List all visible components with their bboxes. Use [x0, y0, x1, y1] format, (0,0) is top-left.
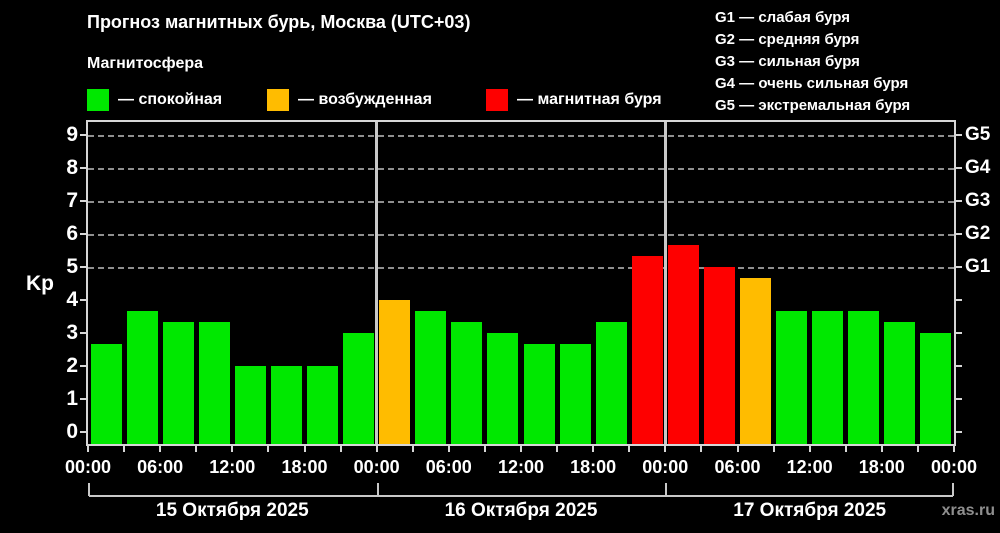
- kp-bar: [667, 244, 699, 444]
- chart-subtitle: Магнитосфера: [87, 55, 204, 72]
- kp-bar: [523, 343, 555, 444]
- date-label: 17 Октября 2025: [733, 500, 887, 521]
- page-title: Прогноз магнитных бурь, Москва (UTC+03): [87, 12, 471, 32]
- date-axis-tick: [88, 483, 90, 496]
- excited-color-swatch: [267, 89, 289, 111]
- x-axis-tick-label: 06:00: [714, 457, 761, 477]
- g-level-label: G5: [965, 124, 991, 145]
- kp-bar: [270, 366, 302, 444]
- x-axis-tick-label: 12:00: [497, 457, 545, 477]
- g-scale-legend: G1 — слабая буря G2 — средняя буря G3 — …: [715, 7, 910, 117]
- legend-item-storm: — магнитная буря: [486, 89, 662, 111]
- kp-bar: [595, 322, 627, 444]
- y-axis-tick-label: 8: [66, 156, 78, 179]
- date-label: 16 Октября 2025: [444, 500, 598, 521]
- kp-bar: [920, 333, 952, 444]
- watermark: xras.ru: [941, 502, 995, 519]
- legend-label-quiet: — спокойная: [118, 91, 223, 108]
- y-axis-title: Kp: [26, 272, 54, 295]
- g-legend-item-g3: G3 — сильная буря: [715, 53, 860, 70]
- kp-bar: [848, 310, 880, 444]
- g-legend-item-g2: G2 — средняя буря: [715, 31, 860, 48]
- kp-bar: [884, 322, 916, 444]
- x-axis-tick-label: 18:00: [570, 457, 617, 477]
- kp-bar: [451, 322, 483, 444]
- gridline-kp6: [88, 234, 954, 236]
- y-axis-tick-label: 3: [66, 321, 78, 344]
- x-axis-tick-label: 06:00: [137, 457, 184, 477]
- x-axis-tick-label: 00:00: [353, 457, 400, 477]
- gridline-kp5: [88, 267, 954, 269]
- date-axis-tick: [376, 483, 379, 496]
- g-level-label: G3: [965, 190, 991, 211]
- g-legend-item-g1: G1 — слабая буря: [715, 9, 851, 26]
- kp-bar: [415, 310, 447, 444]
- g-level-label: G4: [965, 157, 991, 178]
- day-separator: [663, 122, 667, 444]
- y-axis-tick-label: 1: [66, 387, 78, 410]
- x-axis-tick-label: 06:00: [425, 457, 472, 477]
- x-axis-tick-label: 00:00: [642, 457, 689, 477]
- g-legend-item-g5: G5 — экстремальная буря: [715, 97, 911, 114]
- kp-bar: [90, 343, 122, 444]
- legend-item-excited: — возбужденная: [267, 89, 432, 111]
- kp-bar: [487, 333, 519, 444]
- kp-bar: [740, 277, 772, 444]
- day-separator: [375, 122, 379, 444]
- kp-bar: [559, 343, 591, 444]
- kp-bar: [234, 366, 266, 444]
- y-axis-tick-label: 9: [66, 123, 78, 146]
- legend-item-quiet: — спокойная: [87, 89, 222, 111]
- kp-bar: [703, 267, 735, 444]
- x-axis-tick-label: 00:00: [930, 457, 978, 477]
- gridline-kp9: [88, 135, 954, 137]
- g-legend-item-g4: G4 — очень сильная буря: [715, 75, 909, 92]
- kp-bar: [379, 300, 411, 444]
- x-axis-tick-label: 18:00: [858, 457, 905, 477]
- kp-bar: [198, 322, 230, 444]
- g-level-label: G2: [965, 223, 991, 244]
- kp-bar: [776, 310, 808, 444]
- quiet-color-swatch: [87, 89, 109, 111]
- kp-bar: [126, 310, 158, 444]
- kp-bar: [812, 310, 844, 444]
- y-axis-tick-label: 0: [66, 420, 78, 443]
- kp-bar: [631, 256, 663, 444]
- x-axis-tick-label: 12:00: [209, 457, 256, 477]
- gridline-kp7: [88, 201, 954, 203]
- y-axis-tick-label: 2: [66, 354, 78, 377]
- storm-color-swatch: [486, 89, 508, 111]
- kp-bar: [343, 333, 375, 444]
- date-axis-tick: [665, 483, 668, 496]
- date-axis-line: [89, 495, 953, 497]
- legend-label-excited: — возбужденная: [298, 91, 432, 108]
- x-axis-tick-label: 00:00: [64, 457, 112, 477]
- date-label: 15 Октября 2025: [155, 500, 309, 521]
- plot-area: [86, 120, 956, 446]
- x-axis-tick-label: 18:00: [281, 457, 328, 477]
- y-axis-tick-label: 6: [66, 222, 78, 245]
- kp-bar: [162, 322, 194, 444]
- x-axis-tick-label: 12:00: [786, 457, 833, 477]
- gridline-kp8: [88, 168, 954, 170]
- g-level-label: G1: [965, 256, 991, 277]
- y-axis-tick-label: 7: [66, 189, 78, 212]
- date-axis-tick: [952, 483, 954, 496]
- kp-bar: [307, 366, 339, 444]
- legend-label-storm: — магнитная буря: [517, 91, 662, 108]
